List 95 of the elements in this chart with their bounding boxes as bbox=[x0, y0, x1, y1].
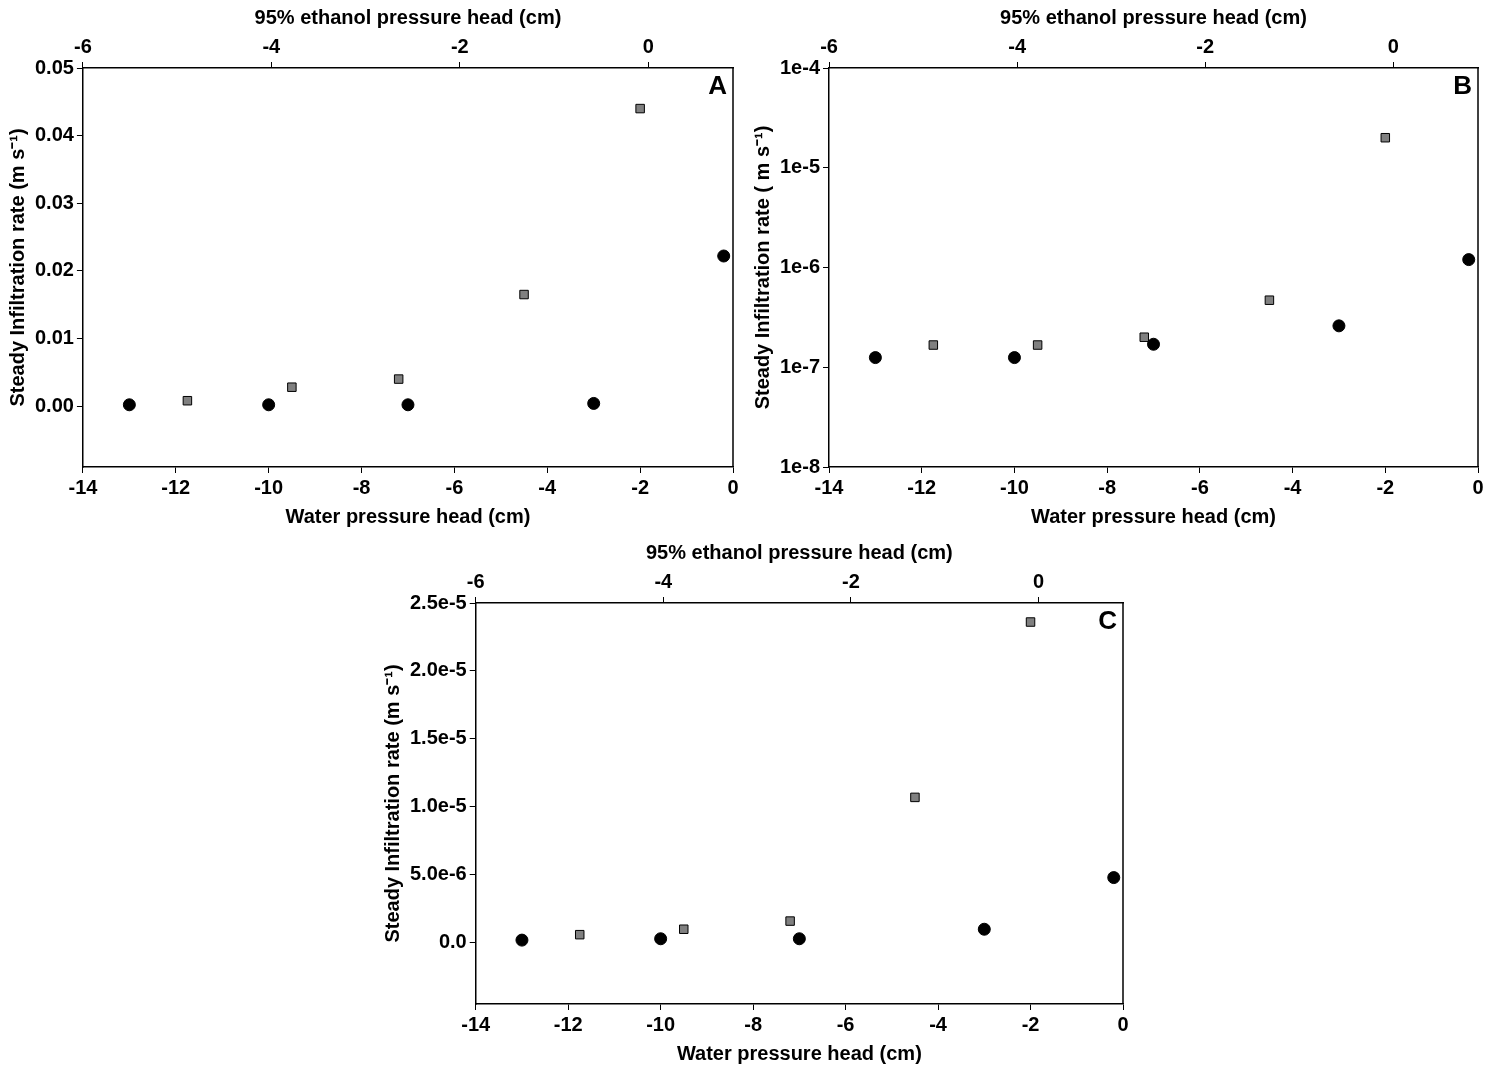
x2-tick-label: 0 bbox=[1387, 34, 1399, 57]
annotation: C bbox=[1098, 605, 1118, 636]
y-axis-title: Steady Infiltration rate (m s⁻¹) bbox=[380, 664, 403, 943]
y-axis-title: Steady Infiltration rate (m s⁻¹) bbox=[5, 128, 28, 407]
point bbox=[519, 289, 529, 300]
x-tick-label: -6 bbox=[836, 1012, 855, 1035]
y-axis-title: Steady Infiltration rate ( m s⁻¹) bbox=[750, 125, 773, 410]
point bbox=[868, 351, 882, 365]
point bbox=[785, 916, 795, 926]
x2-axis-title: 95% ethanol pressure head (cm) bbox=[645, 540, 953, 563]
point bbox=[262, 398, 276, 412]
x-tick-label: 0 bbox=[727, 475, 739, 498]
y-tick-label: 0.0 bbox=[438, 930, 467, 953]
x-tick-label: -10 bbox=[1000, 475, 1029, 498]
x-tick-label: -14 bbox=[68, 475, 99, 498]
y-tick-label: 1e-4 bbox=[780, 55, 821, 78]
x2-tick-label: -6 bbox=[74, 34, 92, 57]
point bbox=[1462, 253, 1476, 267]
y-tick-label: 1.5e-5 bbox=[409, 726, 467, 749]
point bbox=[792, 932, 806, 946]
point bbox=[977, 922, 991, 936]
point bbox=[1264, 295, 1275, 305]
x-tick-label: -12 bbox=[553, 1012, 583, 1035]
x-tick-label: -12 bbox=[907, 475, 937, 498]
point bbox=[515, 933, 529, 947]
x-tick-label: -10 bbox=[646, 1012, 676, 1035]
point bbox=[1107, 871, 1121, 885]
x2-tick-label: -2 bbox=[842, 569, 860, 592]
y-tick-label: 0.01 bbox=[34, 326, 74, 349]
point bbox=[1025, 617, 1036, 627]
x2-tick-label: -2 bbox=[450, 34, 469, 57]
point bbox=[1032, 340, 1043, 350]
point bbox=[928, 340, 939, 350]
point bbox=[1380, 132, 1391, 143]
x2-axis-title: 95% ethanol pressure head (cm) bbox=[1000, 5, 1307, 28]
x-tick-label: -14 bbox=[814, 475, 845, 498]
point bbox=[1332, 319, 1346, 333]
x-tick-label: -10 bbox=[254, 475, 284, 498]
x2-tick-label: -4 bbox=[654, 569, 674, 592]
x2-tick-label: -4 bbox=[262, 34, 282, 57]
x-tick-label: -4 bbox=[538, 475, 558, 498]
y-tick-label: 1.0e-5 bbox=[409, 794, 467, 817]
y-tick-label: 0.02 bbox=[34, 258, 74, 281]
x2-tick-label: -2 bbox=[1196, 34, 1215, 57]
point bbox=[575, 929, 585, 940]
point bbox=[1139, 332, 1149, 342]
point bbox=[122, 398, 136, 412]
y-tick-label: 0.05 bbox=[34, 55, 74, 78]
x2-tick-label: 0 bbox=[1033, 569, 1045, 592]
x2-tick-label: -6 bbox=[820, 34, 838, 57]
point bbox=[679, 924, 689, 934]
y-tick-label: 1e-8 bbox=[780, 454, 821, 477]
x-tick-label: -6 bbox=[1190, 475, 1209, 498]
y-tick-label: 2.0e-5 bbox=[409, 658, 467, 681]
x-tick-label: -8 bbox=[352, 475, 371, 498]
x-tick-label: -14 bbox=[461, 1012, 492, 1035]
y-tick-label: 0.04 bbox=[34, 123, 75, 146]
x-axis-title: Water pressure head (cm) bbox=[285, 504, 531, 527]
x2-tick-label: -6 bbox=[466, 569, 485, 592]
x-axis-title: Water pressure head (cm) bbox=[676, 1041, 922, 1064]
x2-tick-label: 0 bbox=[642, 34, 654, 57]
y-tick-label: 0.03 bbox=[34, 190, 74, 213]
x2-tick-label: -4 bbox=[1008, 34, 1027, 57]
point bbox=[717, 249, 731, 263]
y-tick-label: 5.0e-6 bbox=[409, 862, 467, 885]
annotation: B bbox=[1453, 70, 1472, 101]
x-tick-label: -12 bbox=[161, 475, 191, 498]
x-tick-label: -2 bbox=[1021, 1012, 1040, 1035]
point bbox=[393, 374, 404, 384]
y-tick-label: 1e-6 bbox=[780, 255, 821, 278]
y-tick-label: 2.5e-5 bbox=[409, 590, 467, 613]
x-tick-label: -4 bbox=[1283, 475, 1303, 498]
point bbox=[587, 396, 601, 410]
point bbox=[635, 103, 645, 114]
y-tick-label: 0.00 bbox=[34, 393, 74, 416]
point bbox=[401, 398, 415, 412]
point bbox=[910, 792, 920, 803]
point bbox=[1147, 337, 1161, 351]
x-axis-title: Water pressure head (cm) bbox=[1031, 504, 1276, 527]
point bbox=[182, 395, 193, 406]
x-tick-label: -4 bbox=[929, 1012, 948, 1035]
annotation: A bbox=[708, 70, 728, 101]
y-tick-label: 1e-5 bbox=[780, 155, 821, 178]
x-tick-label: -2 bbox=[631, 475, 650, 498]
point bbox=[1007, 351, 1021, 365]
x-tick-label: -8 bbox=[744, 1012, 763, 1035]
x-tick-label: -8 bbox=[1098, 475, 1117, 498]
x2-axis-title: 95% ethanol pressure head (cm) bbox=[254, 5, 562, 28]
x-tick-label: -2 bbox=[1376, 475, 1395, 498]
y-tick-label: 1e-7 bbox=[780, 354, 821, 377]
x-tick-label: 0 bbox=[1472, 475, 1484, 498]
point bbox=[287, 382, 297, 392]
x-tick-label: 0 bbox=[1117, 1012, 1129, 1035]
point bbox=[654, 932, 668, 946]
x-tick-label: -6 bbox=[445, 475, 464, 498]
